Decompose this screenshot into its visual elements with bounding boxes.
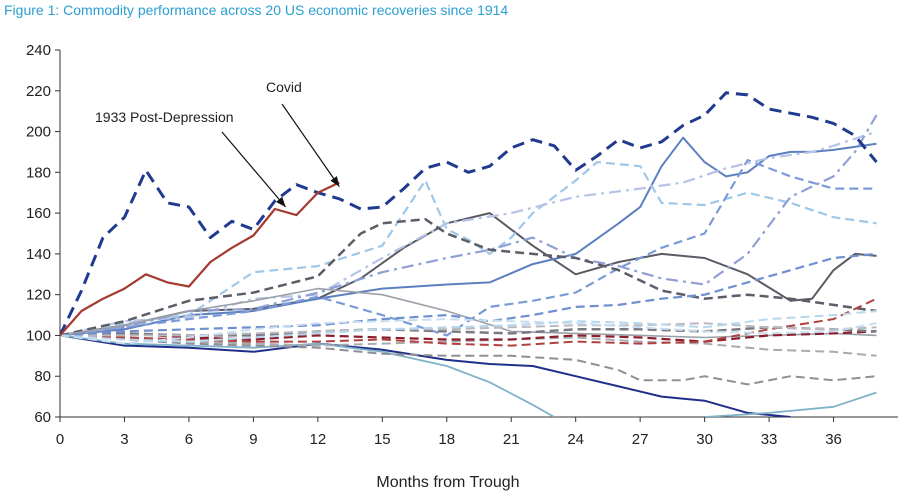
series-line-5 bbox=[60, 159, 877, 337]
y-tick-label: 60 bbox=[34, 409, 51, 426]
series-line-10 bbox=[60, 334, 791, 417]
series-line-9 bbox=[60, 287, 877, 339]
y-tick-label: 240 bbox=[26, 42, 51, 59]
x-axis-title: Months from Trough bbox=[376, 474, 519, 491]
series-line-3 bbox=[60, 136, 877, 337]
chart-annotations: 1933 Post-Depression Covid bbox=[95, 79, 340, 208]
x-tick-label: 3 bbox=[120, 431, 128, 448]
series-line-19 bbox=[60, 252, 877, 337]
series-line-12 bbox=[704, 391, 877, 417]
annotation-arrow bbox=[281, 103, 340, 187]
x-tick-label: 12 bbox=[310, 431, 327, 448]
y-tick-label: 120 bbox=[26, 287, 51, 304]
y-tick-label: 80 bbox=[34, 368, 51, 385]
y-tick-label: 160 bbox=[26, 205, 51, 222]
series-line-6 bbox=[60, 130, 877, 337]
series-line-8 bbox=[60, 217, 877, 337]
x-tick-label: 6 bbox=[185, 431, 193, 448]
x-tick-label: 33 bbox=[761, 431, 778, 448]
annotation-arrow bbox=[221, 131, 287, 208]
series-line-11 bbox=[60, 334, 555, 417]
series-line-13 bbox=[60, 334, 877, 386]
y-tick-label: 220 bbox=[26, 83, 51, 100]
annotation-arrowhead bbox=[276, 196, 286, 207]
figure-title: Figure 1: Commodity performance across 2… bbox=[4, 2, 509, 18]
x-tick-label: 36 bbox=[825, 431, 842, 448]
x-tick-label: 9 bbox=[249, 431, 257, 448]
annotation-arrowhead bbox=[330, 176, 340, 187]
x-tick-label: 30 bbox=[696, 431, 713, 448]
series-line-20 bbox=[60, 318, 877, 345]
series-line-7 bbox=[60, 114, 878, 337]
series-line-4 bbox=[60, 161, 877, 337]
y-tick-label: 200 bbox=[26, 124, 51, 141]
x-tick-label: 18 bbox=[438, 431, 455, 448]
x-tick-label: 0 bbox=[56, 431, 64, 448]
series-line-0 bbox=[60, 91, 878, 337]
annotation-label: 1933 Post-Depression bbox=[95, 109, 234, 125]
x-tick-label: 21 bbox=[503, 431, 520, 448]
x-tick-label: 27 bbox=[632, 431, 649, 448]
series-line-1 bbox=[60, 181, 340, 337]
x-tick-label: 15 bbox=[374, 431, 391, 448]
y-tick-label: 140 bbox=[26, 246, 51, 263]
annotation-label: Covid bbox=[266, 79, 302, 95]
x-tick-label: 24 bbox=[567, 431, 584, 448]
series-lines bbox=[60, 91, 878, 417]
y-tick-label: 100 bbox=[26, 327, 51, 344]
y-tick-label: 180 bbox=[26, 164, 51, 181]
